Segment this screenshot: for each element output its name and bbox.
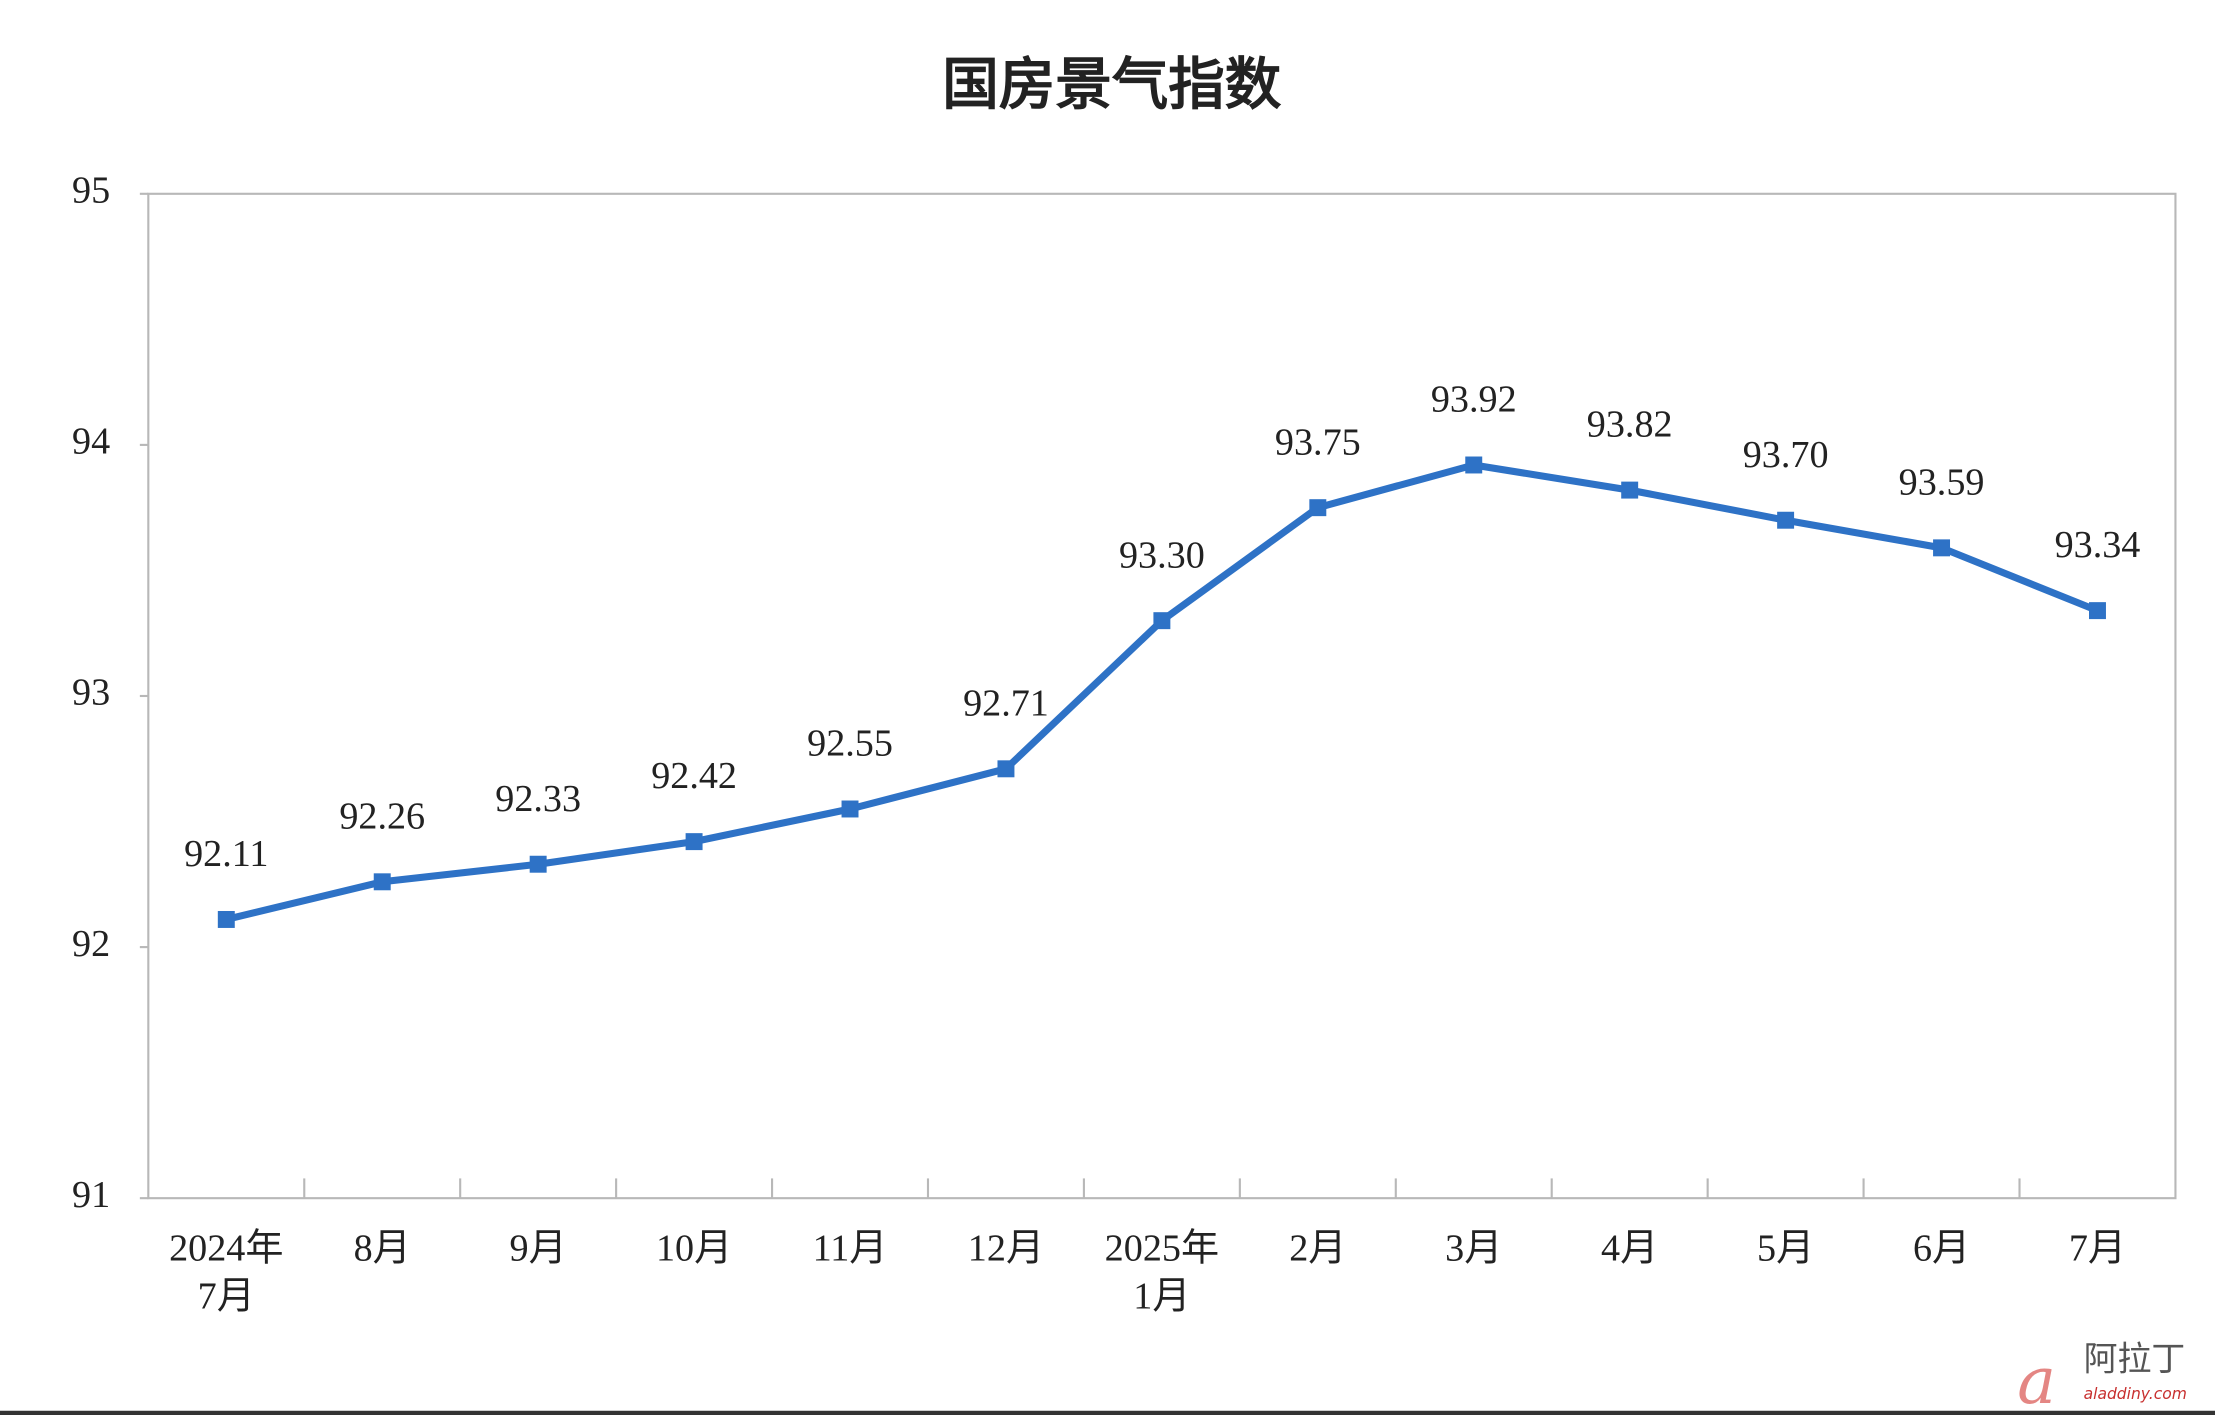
y-tick-label: 93 (72, 672, 110, 714)
x-tick-label-box: 2025年 1月 (1104, 1226, 1220, 1317)
x-tick-label-box: 9月 (509, 1226, 567, 1269)
point (1621, 481, 1639, 499)
x-tick-label-box: 8月 (353, 1226, 411, 1269)
value-label: 93.92 (1431, 379, 1517, 421)
x-tick-label: 6月 (1912, 1226, 1971, 1269)
x-tick-label-box: 2024年 7月 (169, 1226, 284, 1317)
point (1465, 456, 1483, 474)
x-tick-label: 7月 (2068, 1226, 2127, 1269)
value-label: 93.82 (1587, 404, 1673, 446)
point (529, 855, 547, 873)
value-label: 93.59 (1899, 461, 1985, 503)
x-tick-label: 9月 (509, 1226, 567, 1269)
x-tick-label-box: 12月 (967, 1226, 1045, 1269)
point (1153, 612, 1171, 630)
x-tick-label-box: 3月 (1445, 1226, 1503, 1269)
point (1777, 511, 1795, 529)
point (997, 760, 1015, 778)
x-tick-label: 5月 (1756, 1226, 1815, 1269)
x-tick-label-box: 2月 (1289, 1226, 1347, 1269)
x-tick-label-box: 4月 (1601, 1226, 1659, 1269)
point (217, 910, 235, 928)
point (685, 833, 703, 851)
x-tick-label: 2024年 7月 (169, 1226, 284, 1317)
point (1309, 499, 1327, 517)
chart-title: 国房景气指数 (942, 52, 1281, 117)
x-tick-label: 4月 (1601, 1226, 1659, 1269)
value-label: 93.70 (1743, 434, 1829, 476)
value-label: 93.30 (1119, 534, 1205, 576)
y-tick-label: 92 (72, 923, 110, 965)
x-tick-label: 10月 (655, 1226, 733, 1269)
point (841, 800, 859, 818)
value-label: 93.75 (1275, 421, 1361, 463)
x-tick-label: 12月 (967, 1226, 1045, 1269)
x-tick-label: 8月 (353, 1226, 411, 1269)
x-tick-label: 3月 (1445, 1226, 1503, 1269)
value-label: 92.71 (963, 682, 1049, 724)
x-tick-label-box: 10月 (655, 1226, 733, 1269)
value-label: 92.55 (807, 723, 893, 765)
point (1933, 539, 1951, 557)
point (373, 873, 391, 891)
value-label: 93.34 (2055, 524, 2141, 566)
x-tick-label-box: 11月 (812, 1226, 888, 1269)
x-tick-label: 2月 (1289, 1226, 1347, 1269)
value-label: 92.11 (184, 833, 268, 875)
y-tick-label: 94 (72, 421, 110, 463)
value-label: 92.33 (495, 778, 581, 820)
value-label: 92.42 (651, 755, 737, 797)
x-tick-label: 2025年 1月 (1104, 1226, 1220, 1317)
point (2089, 602, 2106, 620)
x-tick-label-box: 7月 (2068, 1226, 2127, 1269)
watermark-url: aladdiny.com (2084, 1385, 2187, 1403)
x-tick-label-box: 5月 (1756, 1226, 1815, 1269)
y-tick-label: 95 (72, 170, 110, 212)
x-tick-label-box: 6月 (1912, 1226, 1971, 1269)
value-label: 92.26 (339, 795, 425, 837)
watermark-logo: a (2017, 1344, 2056, 1416)
watermark: 阿拉丁 (2084, 1340, 2186, 1379)
y-tick-label: 91 (72, 1174, 110, 1216)
x-tick-label: 11月 (812, 1226, 888, 1269)
